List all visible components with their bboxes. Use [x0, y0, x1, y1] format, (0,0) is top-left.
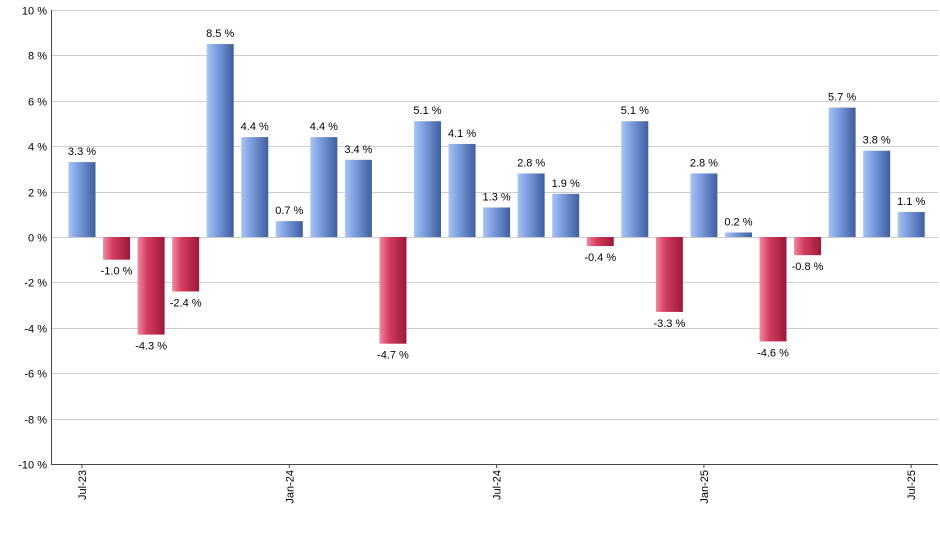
bar: [517, 173, 545, 237]
y-tick-label: -6 %: [24, 369, 47, 381]
bar-value-label: 1.1 %: [897, 196, 925, 208]
bar: [759, 237, 787, 342]
y-tick-label: 4 %: [28, 142, 47, 154]
bar: [897, 212, 925, 237]
bar: [103, 237, 131, 260]
bar: [172, 237, 200, 292]
bar: [137, 237, 165, 335]
bar-value-label: 1.3 %: [483, 191, 511, 203]
bar-value-label: 2.8 %: [517, 157, 545, 169]
bar-value-label: 2.8 %: [690, 157, 718, 169]
bar-value-label: -4.7 %: [377, 350, 409, 362]
bar: [379, 237, 407, 344]
bar-value-label: 4.1 %: [448, 128, 476, 140]
bar: [414, 121, 441, 237]
y-tick-label: 0 %: [28, 233, 47, 245]
y-tick-label: 2 %: [28, 188, 47, 200]
bar: [621, 121, 649, 237]
bar-value-label: 4.4 %: [241, 121, 269, 133]
bar-value-label: -4.6 %: [757, 347, 789, 359]
y-tick-label: -10 %: [18, 460, 47, 472]
y-tick-label: 8 %: [28, 51, 47, 63]
bar: [586, 237, 614, 247]
bar-value-label: 5.7 %: [828, 92, 856, 104]
bars: [68, 44, 925, 344]
x-tick-label: Jul-23: [77, 470, 89, 500]
bar-value-label: -4.3 %: [135, 341, 167, 353]
y-tick-label: -8 %: [24, 415, 47, 427]
y-tick-label: -4 %: [24, 324, 47, 336]
bar-value-label: -3.3 %: [653, 318, 685, 330]
bar-value-label: -1.0 %: [101, 266, 133, 278]
bar-value-label: -2.4 %: [170, 297, 202, 309]
x-tick-label: Jan-24: [284, 470, 296, 504]
bar-value-label: -0.8 %: [792, 261, 824, 273]
y-tick-label: 10 %: [22, 6, 47, 18]
bar: [863, 150, 891, 237]
axes: [51, 10, 938, 465]
x-tick-label: Jan-25: [699, 470, 711, 504]
bar: [690, 173, 718, 237]
bar-value-labels: 3.3 % -1.0 % -4.3 % -2.4 % 8.5 % 4.4 % 0.7 % 4.…: [68, 28, 926, 362]
bar-value-label: 3.4 %: [344, 144, 372, 156]
bar: [310, 137, 338, 237]
bar: [241, 137, 269, 237]
bar: [344, 159, 372, 237]
bar: [724, 232, 752, 237]
bar: [552, 193, 580, 237]
y-tick-label: -2 %: [24, 278, 47, 290]
y-tick-label: 6 %: [28, 97, 47, 109]
bar: [206, 44, 234, 237]
bar-value-label: 3.8 %: [863, 135, 891, 147]
bar-value-label: 0.7 %: [275, 205, 303, 217]
bar: [275, 221, 303, 237]
y-axis-tick-labels: 10 % 8 % 6 % 4 % 2 % 0 % -2 % -4 % -6 % -8 % -10 %: [18, 6, 47, 472]
bar: [483, 207, 511, 237]
bar: [448, 143, 476, 237]
bar-value-label: 1.9 %: [552, 178, 580, 190]
bar: [68, 162, 96, 237]
x-axis-tick-labels: Jul-23 Jan-24 Jul-24 Jan-25 Jul-25: [77, 464, 918, 504]
bar-value-label: 5.1 %: [621, 105, 649, 117]
bar: [828, 107, 856, 237]
bar-value-label: 5.1 %: [413, 105, 441, 117]
bar-value-label: 0.2 %: [724, 216, 752, 228]
bar-value-label: 3.3 %: [68, 146, 96, 158]
bar-value-label: 4.4 %: [310, 121, 338, 133]
bar: [794, 237, 822, 256]
bar-value-label: 8.5 %: [206, 28, 234, 40]
x-tick-label: Jul-25: [906, 470, 918, 500]
x-tick-label: Jul-24: [492, 470, 504, 500]
bar: [655, 237, 683, 312]
bar-value-label: -0.4 %: [584, 252, 616, 264]
